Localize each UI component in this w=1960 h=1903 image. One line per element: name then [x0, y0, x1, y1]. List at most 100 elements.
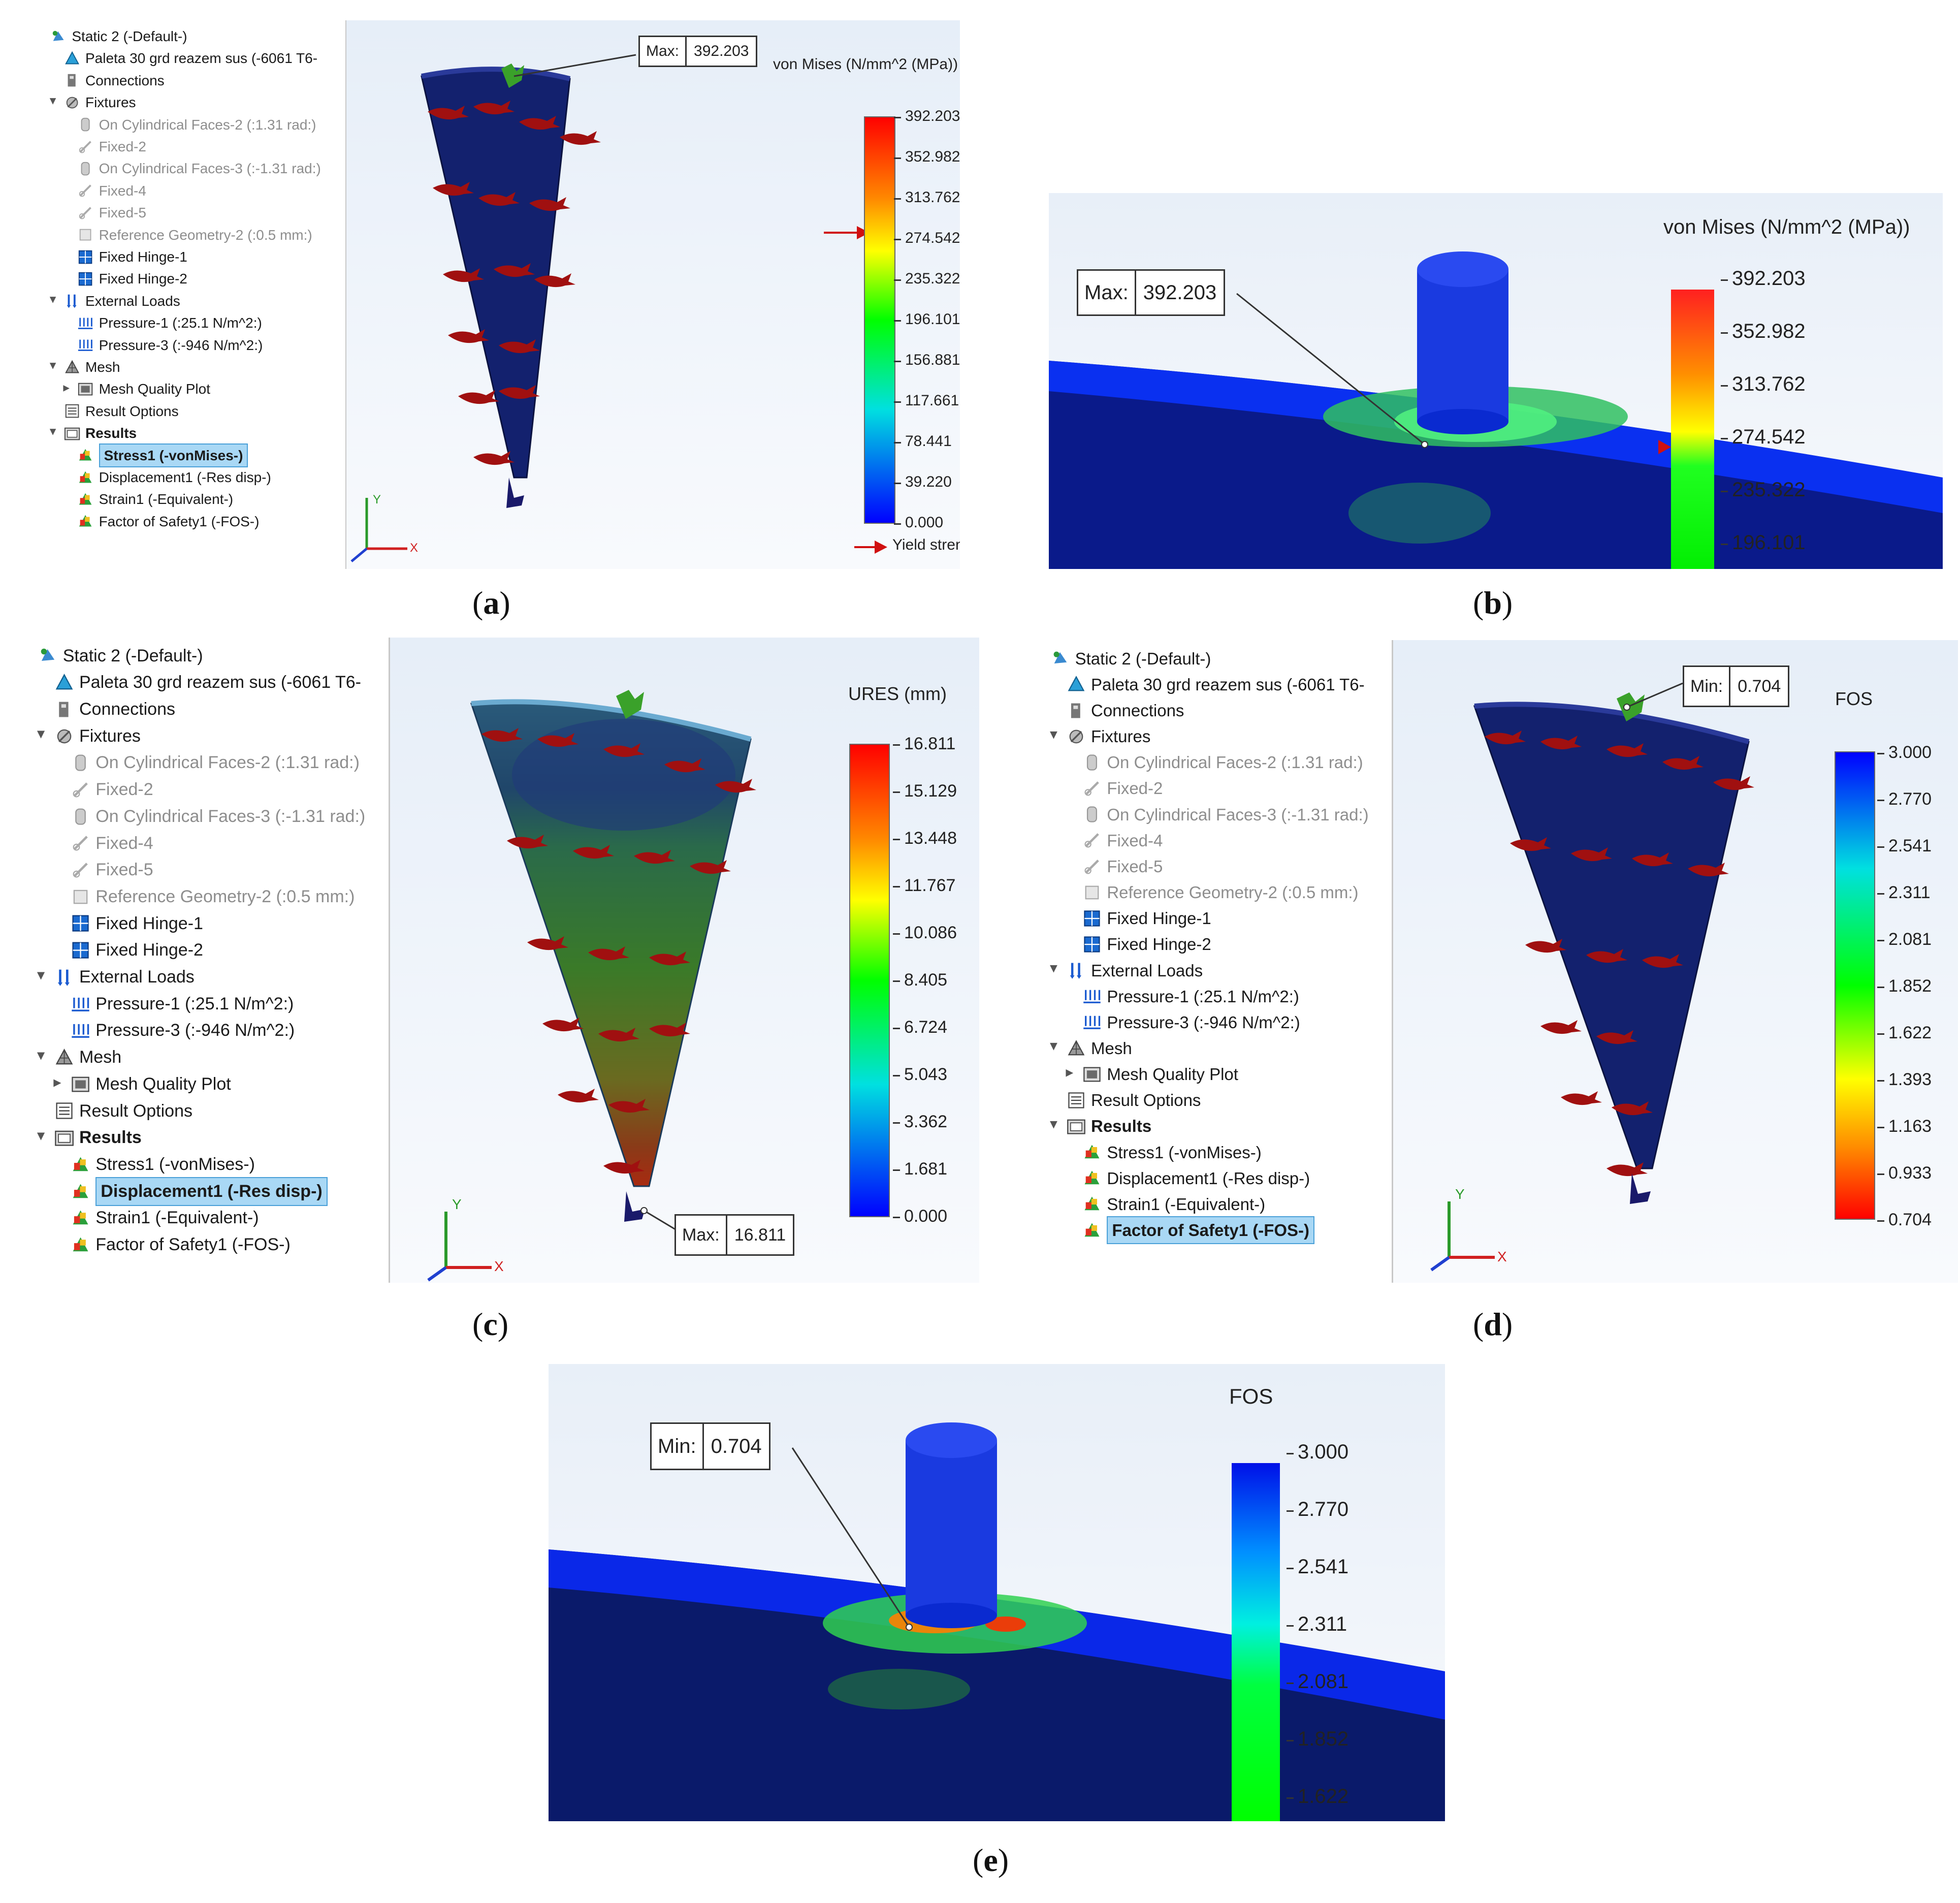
tree-item-connections[interactable]: Connections	[54, 695, 175, 722]
tree-item-label: Fixed Hinge-1	[1107, 909, 1211, 928]
chevron-down-icon[interactable]: ▾	[1050, 959, 1057, 976]
chevron-right-icon[interactable]: ▸	[63, 380, 70, 395]
tree-item-hinge2[interactable]: Fixed Hinge-2	[71, 936, 203, 963]
tree-item-p1[interactable]: Pressure-1 (:25.1 N/m^2:)	[1082, 982, 1299, 1008]
tree-item-strain[interactable]: Strain1 (-Equivalent-)	[77, 487, 233, 509]
legend-tick-label: 117.661	[905, 392, 959, 409]
tree-item-p3[interactable]: Pressure-3 (:-946 N/m^2:)	[77, 333, 263, 355]
tree-item-hinge1[interactable]: Fixed Hinge-1	[1082, 904, 1211, 930]
tree-item-fos[interactable]: Factor of Safety1 (-FOS-)	[1082, 1216, 1315, 1245]
legend-tick-mark	[893, 933, 900, 935]
tree-item-part[interactable]: Paleta 30 grd reazem sus (-6061 T6-	[1067, 670, 1365, 696]
tree-item-disp[interactable]: Displacement1 (-Res disp-)	[71, 1177, 328, 1206]
tree-item-mesh[interactable]: Mesh	[54, 1043, 121, 1070]
tree-item-strain[interactable]: Strain1 (-Equivalent-)	[71, 1204, 259, 1231]
tree-item-stress[interactable]: Stress1 (-vonMises-)	[1082, 1138, 1262, 1164]
tree-item-stress[interactable]: Stress1 (-vonMises-)	[71, 1150, 255, 1177]
tree-item-refgeo[interactable]: Reference Geometry-2 (:0.5 mm:)	[1082, 878, 1358, 904]
chevron-down-icon[interactable]: ▾	[1050, 1115, 1057, 1132]
tree-item-results[interactable]: Results	[64, 421, 137, 443]
chevron-down-icon[interactable]: ▾	[49, 93, 56, 108]
tree-item-connections[interactable]: Connections	[64, 69, 165, 90]
tree-item-study[interactable]: Static 2 (-Default-)	[38, 642, 203, 669]
panel-d: Static 2 (-Default-) Paleta 30 grd reazem…	[1029, 640, 1958, 1283]
tree-item-resopt[interactable]: Result Options	[64, 399, 179, 421]
tree-item-fixed4[interactable]: Fixed-4	[71, 829, 153, 856]
tree-item-strain[interactable]: Strain1 (-Equivalent-)	[1082, 1190, 1265, 1216]
tree-item-fixed2[interactable]: Fixed-2	[1082, 774, 1163, 800]
tree-item-cyl2[interactable]: On Cylindrical Faces-2 (:1.31 rad:)	[71, 749, 360, 776]
chevron-down-icon[interactable]: ▾	[49, 358, 56, 373]
tree-item-extloads[interactable]: External Loads	[64, 289, 180, 311]
tree-item-meshq[interactable]: Mesh Quality Plot	[77, 377, 210, 399]
tree-item-extloads[interactable]: External Loads	[54, 963, 195, 990]
tree-item-fixtures[interactable]: Fixtures	[54, 722, 141, 749]
tree-item-label: Mesh	[1090, 1038, 1132, 1058]
tree-item-disp[interactable]: Displacement1 (-Res disp-)	[77, 465, 271, 487]
legend-tick-mark	[893, 791, 900, 793]
tree-item-extloads[interactable]: External Loads	[1067, 956, 1203, 982]
tree-item-fixed5[interactable]: Fixed-5	[71, 856, 153, 883]
tree-item-cyl2[interactable]: On Cylindrical Faces-2 (:1.31 rad:)	[1082, 748, 1363, 774]
legend-tick-mark	[893, 980, 900, 982]
tree-item-study[interactable]: Static 2 (-Default-)	[50, 24, 187, 46]
tree-item-refgeo[interactable]: Reference Geometry-2 (:0.5 mm:)	[77, 223, 312, 245]
tree-item-stress[interactable]: Stress1 (-vonMises-)	[77, 443, 248, 467]
chevron-down-icon[interactable]: ▾	[37, 725, 45, 743]
tree-item-mesh[interactable]: Mesh	[1067, 1034, 1132, 1060]
tree-item-hinge1[interactable]: Fixed Hinge-1	[77, 245, 187, 267]
res-icon	[73, 1210, 88, 1225]
tree-item-meshq[interactable]: Mesh Quality Plot	[71, 1070, 231, 1097]
tree-item-fixtures[interactable]: Fixtures	[64, 90, 136, 112]
tree-item-resopt[interactable]: Result Options	[54, 1097, 192, 1124]
tree-item-cyl3[interactable]: On Cylindrical Faces-3 (:-1.31 rad:)	[1082, 800, 1369, 826]
tree-item-fixed5[interactable]: Fixed-5	[1082, 852, 1163, 878]
tree-item-mesh[interactable]: Mesh	[64, 355, 120, 377]
tree-item-disp[interactable]: Displacement1 (-Res disp-)	[1082, 1164, 1310, 1190]
chevron-down-icon[interactable]: ▾	[37, 1126, 45, 1144]
tree-item-label: Fixed-5	[95, 860, 153, 880]
legend-tick-label: 3.362	[904, 1112, 948, 1131]
tree-item-p3[interactable]: Pressure-3 (:-946 N/m^2:)	[1082, 1008, 1300, 1034]
tree-item-fos[interactable]: Factor of Safety1 (-FOS-)	[71, 1230, 291, 1257]
chevron-down-icon[interactable]: ▾	[49, 424, 56, 439]
chevron-down-icon[interactable]: ▾	[1050, 1037, 1057, 1055]
tree-item-resopt[interactable]: Result Options	[1067, 1086, 1201, 1112]
tree-item-fixed2[interactable]: Fixed-2	[77, 135, 146, 156]
fixed-icon	[1084, 859, 1100, 874]
triad-d	[1430, 1201, 1495, 1272]
tree-item-fos[interactable]: Factor of Safety1 (-FOS-)	[77, 510, 259, 531]
tree-item-connections[interactable]: Connections	[1067, 696, 1184, 722]
legend-tick-mark	[1877, 1173, 1884, 1175]
tree-item-results[interactable]: Results	[1067, 1112, 1151, 1138]
chevron-down-icon[interactable]: ▾	[49, 292, 56, 306]
tree-item-cyl3[interactable]: On Cylindrical Faces-3 (:-1.31 rad:)	[71, 802, 365, 829]
tree-item-part[interactable]: Paleta 30 grd reazem sus (-6061 T6-	[54, 669, 361, 695]
legend-tick-mark	[1877, 753, 1884, 754]
tree-item-fixed2[interactable]: Fixed-2	[71, 776, 153, 803]
chevron-right-icon[interactable]: ▸	[1066, 1063, 1074, 1081]
tree-item-fixed4[interactable]: Fixed-4	[1082, 826, 1163, 852]
tree-item-meshq[interactable]: Mesh Quality Plot	[1082, 1060, 1238, 1086]
chevron-right-icon[interactable]: ▸	[53, 1073, 61, 1091]
tree-item-study[interactable]: Static 2 (-Default-)	[1051, 644, 1211, 670]
tree-item-p1[interactable]: Pressure-1 (:25.1 N/m^2:)	[71, 990, 294, 1017]
tree-item-fixed4[interactable]: Fixed-4	[77, 179, 146, 201]
chevron-down-icon[interactable]: ▾	[37, 1046, 45, 1064]
tree-item-cyl2[interactable]: On Cylindrical Faces-2 (:1.31 rad:)	[77, 113, 316, 135]
tree-item-results[interactable]: Results	[54, 1124, 142, 1151]
tree-item-fixtures[interactable]: Fixtures	[1067, 722, 1150, 748]
tree-item-p1[interactable]: Pressure-1 (:25.1 N/m^2:)	[77, 311, 262, 333]
tree-item-p3[interactable]: Pressure-3 (:-946 N/m^2:)	[71, 1017, 295, 1043]
legend-tick-mark	[1721, 491, 1728, 492]
chevron-down-icon[interactable]: ▾	[37, 966, 45, 984]
chevron-down-icon[interactable]: ▾	[1050, 725, 1057, 743]
opt-icon	[65, 404, 79, 418]
tree-item-hinge2[interactable]: Fixed Hinge-2	[77, 267, 187, 289]
tree-item-fixed5[interactable]: Fixed-5	[77, 201, 146, 223]
tree-item-hinge1[interactable]: Fixed Hinge-1	[71, 909, 203, 936]
tree-item-part[interactable]: Paleta 30 grd reazem sus (-6061 T6-	[64, 46, 317, 68]
tree-item-refgeo[interactable]: Reference Geometry-2 (:0.5 mm:)	[71, 882, 355, 909]
tree-item-cyl3[interactable]: On Cylindrical Faces-3 (:-1.31 rad:)	[77, 156, 321, 178]
tree-item-hinge2[interactable]: Fixed Hinge-2	[1082, 930, 1211, 956]
